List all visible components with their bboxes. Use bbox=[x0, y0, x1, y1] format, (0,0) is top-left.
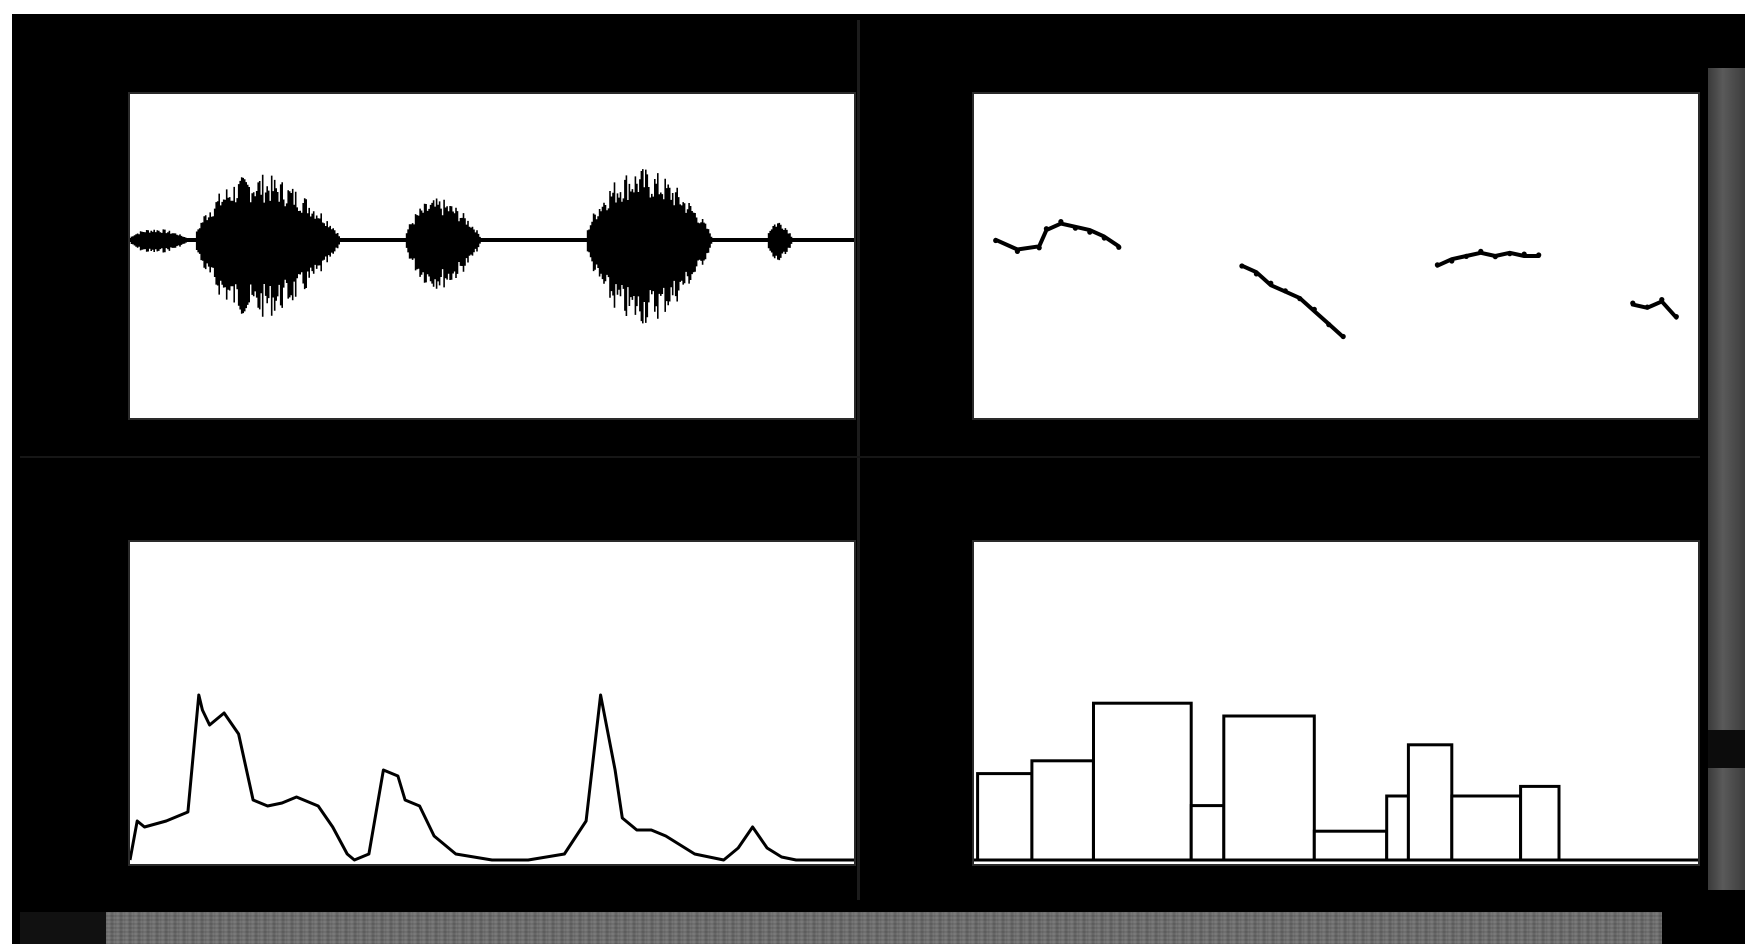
duration-bar bbox=[976, 772, 1034, 862]
pitch-point bbox=[1036, 245, 1042, 251]
pitch-point bbox=[1449, 258, 1455, 264]
scrollbar-thumb[interactable] bbox=[1708, 730, 1745, 768]
status-bar bbox=[106, 912, 1662, 944]
duration-bar bbox=[1030, 759, 1095, 862]
pitch-point bbox=[1087, 229, 1093, 235]
pitch-point bbox=[993, 237, 999, 244]
pitch-point bbox=[1116, 244, 1122, 250]
duration-bar bbox=[1092, 701, 1193, 862]
pitch-contour-segment bbox=[1630, 299, 1679, 320]
horizontal-splitter[interactable] bbox=[20, 456, 1700, 458]
waveform-plot bbox=[130, 169, 854, 324]
pitch-point bbox=[1673, 314, 1679, 320]
pitch-point bbox=[1311, 306, 1317, 312]
pitch-point bbox=[1326, 322, 1332, 328]
duration-bar bbox=[1406, 743, 1454, 862]
pitch-contour-segment bbox=[993, 221, 1121, 252]
duration-bar bbox=[1189, 804, 1226, 862]
pitch-panel[interactable] bbox=[972, 92, 1700, 420]
pitch-contour-plot bbox=[993, 219, 1679, 340]
pitch-point bbox=[1507, 251, 1513, 257]
pitch-point bbox=[1058, 219, 1064, 225]
duration-bar bbox=[1450, 794, 1523, 862]
pitch-contour-segment bbox=[1435, 250, 1541, 268]
pitch-point bbox=[1239, 263, 1245, 269]
pitch-point bbox=[1644, 304, 1650, 310]
duration-bar bbox=[1312, 829, 1389, 862]
duration-bar bbox=[1519, 784, 1561, 862]
pitch-point bbox=[1659, 297, 1665, 303]
status-bar-left-cap bbox=[20, 912, 106, 944]
duration-panel[interactable] bbox=[972, 540, 1700, 866]
pitch-point bbox=[1014, 248, 1020, 254]
pitch-point bbox=[1434, 262, 1440, 268]
pitch-point bbox=[1297, 296, 1303, 302]
pitch-point bbox=[1340, 333, 1346, 340]
energy-line bbox=[130, 693, 854, 862]
pitch-point bbox=[1253, 271, 1259, 277]
waveform-segment bbox=[404, 198, 493, 289]
pitch-point bbox=[1072, 225, 1078, 231]
energy-panel[interactable] bbox=[128, 540, 856, 866]
waveform-panel[interactable] bbox=[128, 92, 856, 420]
pitch-point bbox=[1043, 226, 1049, 232]
duration-bar bbox=[1385, 794, 1410, 862]
pitch-point bbox=[1536, 252, 1542, 258]
pitch-point bbox=[1492, 254, 1498, 260]
pitch-point bbox=[1630, 300, 1636, 306]
vertical-splitter[interactable] bbox=[857, 20, 860, 900]
pitch-point bbox=[1268, 280, 1274, 286]
waveform-segment bbox=[194, 174, 363, 317]
duration-bar bbox=[1222, 714, 1316, 862]
pitch-point bbox=[1521, 251, 1527, 257]
pitch-point bbox=[1282, 288, 1288, 294]
energy-envelope-plot bbox=[130, 693, 854, 862]
pitch-point bbox=[1463, 253, 1469, 259]
pitch-point bbox=[1101, 235, 1107, 241]
pitch-point bbox=[1478, 248, 1484, 254]
waveform-segment bbox=[585, 169, 732, 324]
segment-bar-plot bbox=[974, 701, 1698, 862]
